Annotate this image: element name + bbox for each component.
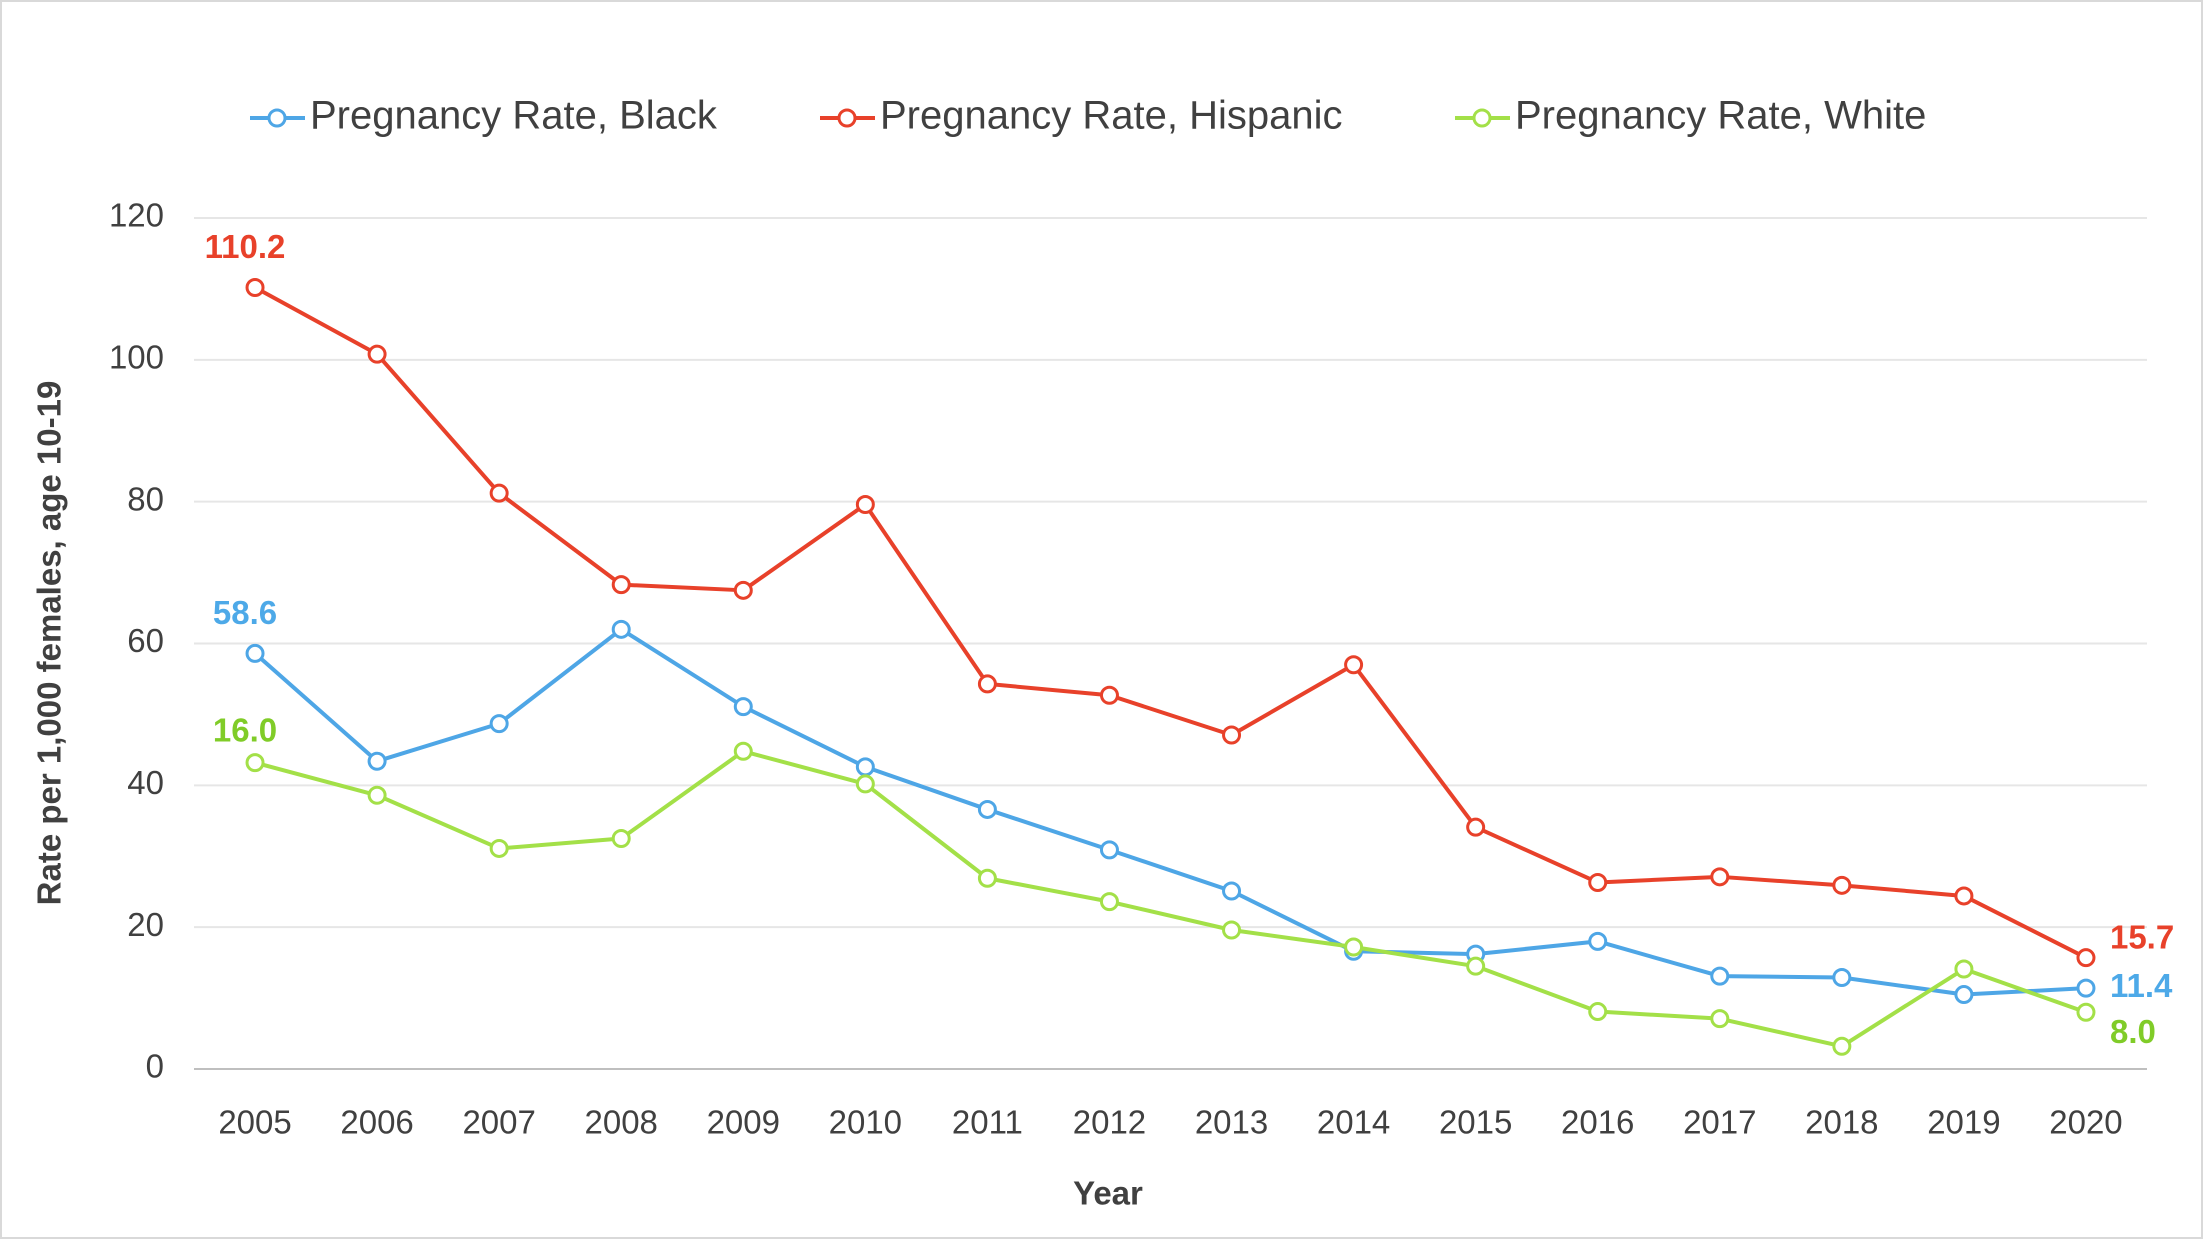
data-point	[1954, 886, 1974, 906]
y-tick-label: 120	[109, 197, 164, 234]
data-point	[245, 277, 265, 297]
x-tick-label: 2018	[1805, 1104, 1878, 1141]
data-point	[367, 785, 387, 805]
x-tick-label: 2014	[1317, 1104, 1390, 1141]
y-tick-label: 80	[127, 480, 164, 517]
data-point	[1710, 966, 1730, 986]
data-label: 110.2	[205, 228, 286, 265]
data-point	[2076, 948, 2096, 968]
x-tick-label: 2007	[462, 1104, 535, 1141]
legend-label: Pregnancy Rate, Hispanic	[880, 94, 1342, 138]
data-point	[1954, 985, 1974, 1005]
x-tick-label: 2012	[1073, 1104, 1146, 1141]
x-tick-label: 2019	[1927, 1104, 2000, 1141]
data-point	[977, 674, 997, 694]
x-axis-title: Year	[1073, 1175, 1143, 1212]
data-point	[2076, 978, 2096, 998]
data-point	[611, 575, 631, 595]
series-line	[254, 285, 2087, 960]
data-point	[1832, 1036, 1852, 1056]
data-point	[733, 741, 753, 761]
legend-label: Pregnancy Rate, White	[1515, 94, 1926, 138]
data-point	[733, 697, 753, 717]
data-point	[1099, 840, 1119, 860]
data-point	[1588, 931, 1608, 951]
data-point	[977, 799, 997, 819]
data-label: 58.6	[213, 594, 277, 631]
data-point	[1588, 1002, 1608, 1022]
y-axis-title: Rate per 1,000 females, age 10-19	[31, 381, 68, 906]
data-point	[1222, 881, 1242, 901]
x-tick-label: 2015	[1439, 1104, 1512, 1141]
x-tick-label: 2005	[218, 1104, 291, 1141]
data-point	[611, 619, 631, 639]
legend-label: Pregnancy Rate, Black	[310, 94, 718, 138]
data-point	[1344, 655, 1364, 675]
legend-marker	[837, 108, 857, 128]
x-tick-label: 2010	[829, 1104, 902, 1141]
data-label: 11.4	[2110, 967, 2173, 1004]
data-point	[1222, 920, 1242, 940]
data-point	[489, 483, 509, 503]
data-point	[977, 868, 997, 888]
x-tick-label: 2020	[2049, 1104, 2122, 1141]
x-tick-label: 2016	[1561, 1104, 1634, 1141]
data-point	[1222, 725, 1242, 745]
data-point	[1710, 867, 1730, 887]
data-point	[245, 753, 265, 773]
y-tick-label: 100	[109, 339, 164, 376]
data-point	[611, 829, 631, 849]
data-point	[1832, 875, 1852, 895]
legend-marker	[1472, 108, 1492, 128]
x-tick-label: 2017	[1683, 1104, 1756, 1141]
data-point	[855, 495, 875, 515]
y-tick-label: 20	[127, 906, 164, 943]
x-tick-label: 2011	[952, 1104, 1023, 1141]
data-point	[1099, 685, 1119, 705]
data-point	[733, 580, 753, 600]
data-point	[1466, 956, 1486, 976]
data-label: 8.0	[2110, 1013, 2156, 1050]
data-point	[1588, 872, 1608, 892]
data-point	[855, 757, 875, 777]
x-tick-label: 2006	[340, 1104, 413, 1141]
data-point	[1344, 937, 1364, 957]
data-point	[367, 751, 387, 771]
legend-marker	[267, 108, 287, 128]
data-label: 15.7	[2110, 918, 2174, 955]
y-tick-label: 40	[127, 764, 164, 801]
data-point	[855, 774, 875, 794]
data-point	[1954, 959, 1974, 979]
x-tick-label: 2009	[707, 1104, 780, 1141]
data-point	[489, 838, 509, 858]
x-tick-label: 2013	[1195, 1104, 1268, 1141]
data-point	[1099, 892, 1119, 912]
data-point	[1710, 1009, 1730, 1029]
x-tick-label: 2008	[585, 1104, 658, 1141]
data-point	[1832, 968, 1852, 988]
data-point	[2076, 1002, 2096, 1022]
data-point	[1466, 817, 1486, 837]
data-point	[245, 643, 265, 663]
data-point	[367, 344, 387, 364]
annotation: 16.0	[213, 711, 277, 748]
y-tick-label: 60	[127, 622, 164, 659]
series-line	[254, 749, 2087, 1049]
data-point	[489, 714, 509, 734]
y-tick-label: 0	[146, 1048, 164, 1085]
series-line	[253, 627, 2087, 997]
